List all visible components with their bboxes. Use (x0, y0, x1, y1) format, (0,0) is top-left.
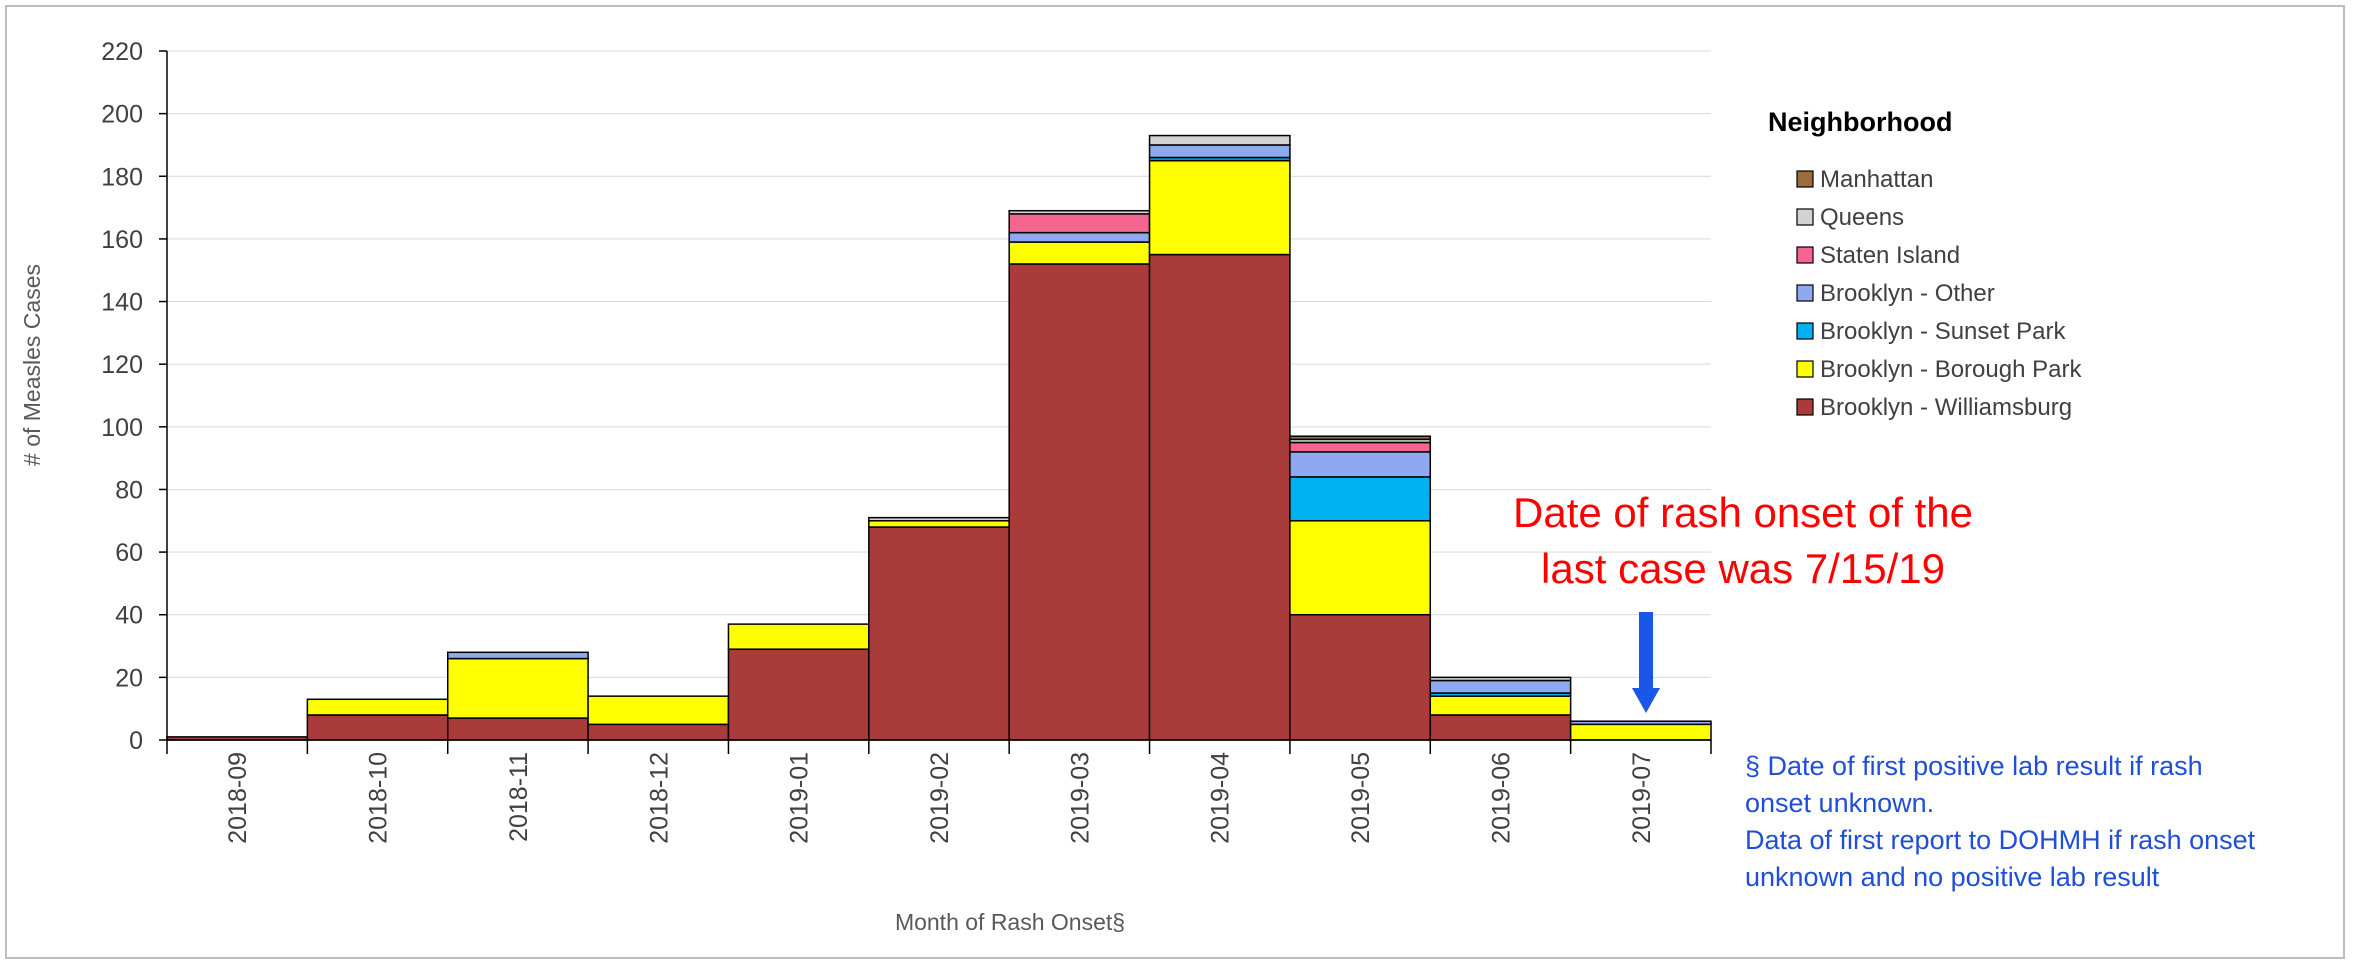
bar-segment (1008, 231, 1151, 243)
bar-segment (868, 526, 1010, 741)
bar-segment (1429, 679, 1572, 694)
legend-title: Neighborhood (1768, 107, 1952, 137)
bar-segment (446, 657, 589, 719)
x-tick-label: 2018-10 (365, 752, 393, 844)
legend-label: Brooklyn - Borough Park (1820, 356, 2082, 383)
legend-swatch (1796, 246, 1814, 264)
legend-swatch (1796, 398, 1814, 416)
bar-segment (1429, 695, 1572, 716)
y-tick-label: 140 (101, 289, 143, 317)
x-tick-label: 2018-12 (645, 752, 673, 844)
down-arrow-icon (1632, 612, 1660, 713)
y-tick-label: 0 (129, 727, 143, 755)
y-tick-labels: 0 20 40 60 80 100 120 140 160 180 200 220 (101, 38, 143, 755)
bar-segment (587, 695, 730, 726)
bar-segment (1148, 144, 1291, 159)
legend: Manhattan Queens Staten Island Brooklyn - O… (1796, 166, 2082, 421)
bar-segment (868, 516, 1010, 522)
legend-label: Queens (1820, 204, 1904, 231)
bar-segment (1289, 435, 1432, 441)
footnote-line-1: § Date of first positive lab result if r… (1745, 751, 2203, 781)
legend-swatch (1796, 284, 1814, 302)
bar-segment (446, 651, 589, 660)
y-tick-label: 100 (101, 414, 143, 442)
y-tick-label: 160 (101, 226, 143, 254)
legend-label: Staten Island (1820, 242, 1960, 269)
x-axis-title: Month of Rash Onset§ (895, 909, 1125, 935)
legend-label: Brooklyn - Other (1820, 280, 1995, 307)
footnote-line-4: unknown and no positive lab result (1745, 862, 2160, 892)
x-tick-labels: 2018-09 2018-10 2018-11 2018-12 2019-01 2019-… (224, 752, 1656, 844)
bar-segment (446, 717, 589, 741)
footnote-line-2: onset unknown. (1745, 788, 1934, 818)
y-tick-label: 220 (101, 38, 143, 66)
footnote-line-3: Data of first report to DOHMH if rash on… (1745, 825, 2256, 855)
bar-segment (1148, 159, 1291, 256)
bar-segment (306, 698, 449, 716)
bar-segment (1569, 723, 1712, 741)
legend-label: Manhattan (1820, 166, 1933, 193)
x-tick-label: 2019-05 (1347, 752, 1375, 844)
bar-segment (1289, 613, 1432, 741)
bar-segment (1008, 263, 1151, 741)
bar-segment (1429, 714, 1572, 741)
legend-swatch (1796, 170, 1814, 188)
rash-onset-note-line-1: Date of rash onset of the (1513, 489, 1973, 536)
bar-segment (1008, 241, 1151, 265)
bar-segment (868, 520, 1010, 528)
rash-onset-note-line-2: last case was 7/15/19 (1541, 545, 1945, 592)
bar-segment (1148, 134, 1291, 146)
x-tick-label: 2018-11 (505, 752, 533, 842)
bar-segment (1289, 520, 1432, 616)
x-tick-label: 2019-06 (1487, 752, 1515, 844)
y-tick-label: 80 (115, 476, 143, 504)
bar-segment (1289, 476, 1432, 522)
legend-swatch (1796, 208, 1814, 226)
y-tick-label: 60 (115, 539, 143, 567)
bar-segment (1429, 676, 1572, 682)
bar-segment (306, 714, 449, 741)
x-tick-label: 2019-07 (1628, 752, 1656, 844)
bar-segment (727, 648, 870, 741)
bar-segment (587, 723, 730, 741)
axes (159, 50, 1712, 754)
y-tick-label: 120 (101, 351, 143, 379)
bar-segment (1148, 253, 1291, 741)
y-tick-label: 180 (101, 163, 143, 191)
bar-segment (1008, 209, 1151, 215)
x-tick-label: 2019-04 (1207, 752, 1235, 844)
x-tick-label: 2019-01 (786, 752, 814, 844)
legend-swatch (1796, 322, 1814, 340)
y-tick-label: 40 (115, 602, 143, 630)
legend-label: Brooklyn - Williamsburg (1820, 394, 2072, 421)
x-tick-label: 2018-09 (224, 752, 252, 844)
bar-segment (1569, 720, 1712, 726)
bar-segment (1289, 441, 1432, 453)
y-tick-label: 20 (115, 664, 143, 692)
y-axis-title: # of Measles Cases (19, 264, 45, 466)
legend-swatch (1796, 360, 1814, 378)
bars (166, 134, 1712, 741)
x-tick-label: 2019-03 (1066, 752, 1094, 844)
bar-segment (1008, 213, 1151, 234)
y-tick-label: 200 (101, 101, 143, 129)
legend-label: Brooklyn - Sunset Park (1820, 318, 2066, 345)
bar-segment (1289, 451, 1432, 478)
x-tick-label: 2019-02 (926, 752, 954, 844)
bar-segment (727, 623, 870, 650)
